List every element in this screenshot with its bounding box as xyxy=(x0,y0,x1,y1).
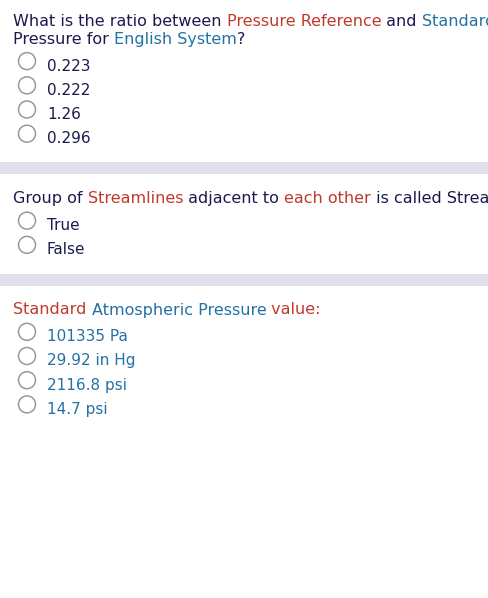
Text: each other: each other xyxy=(284,191,371,206)
Text: Pressure for: Pressure for xyxy=(13,32,114,47)
Text: 0.296: 0.296 xyxy=(47,131,91,146)
Text: True: True xyxy=(47,218,80,233)
Text: Standard Atmospheric: Standard Atmospheric xyxy=(422,14,488,29)
Text: What is the ratio between: What is the ratio between xyxy=(13,14,226,29)
Text: Standard: Standard xyxy=(13,303,92,318)
Text: adjacent to: adjacent to xyxy=(183,191,284,206)
Text: English System: English System xyxy=(114,32,237,47)
Text: Group of: Group of xyxy=(13,191,88,206)
Text: and: and xyxy=(381,14,422,29)
Text: 29.92 in Hg: 29.92 in Hg xyxy=(47,353,136,368)
Text: 0.222: 0.222 xyxy=(47,83,90,97)
Text: value:: value: xyxy=(266,303,321,318)
Text: False: False xyxy=(47,242,85,257)
Text: 2116.8 psi: 2116.8 psi xyxy=(47,378,127,393)
Text: is called Streamtube: is called Streamtube xyxy=(371,191,488,206)
Bar xyxy=(0,273,488,285)
Text: ?: ? xyxy=(237,32,245,47)
Text: 14.7 psi: 14.7 psi xyxy=(47,402,108,417)
Text: Streamlines: Streamlines xyxy=(88,191,183,206)
Bar xyxy=(0,163,488,175)
Text: Atmospheric Pressure: Atmospheric Pressure xyxy=(92,303,266,318)
Text: 101335 Pa: 101335 Pa xyxy=(47,329,128,344)
Text: 1.26: 1.26 xyxy=(47,107,81,122)
Text: Pressure Reference: Pressure Reference xyxy=(226,14,381,29)
Text: 0.223: 0.223 xyxy=(47,59,90,74)
